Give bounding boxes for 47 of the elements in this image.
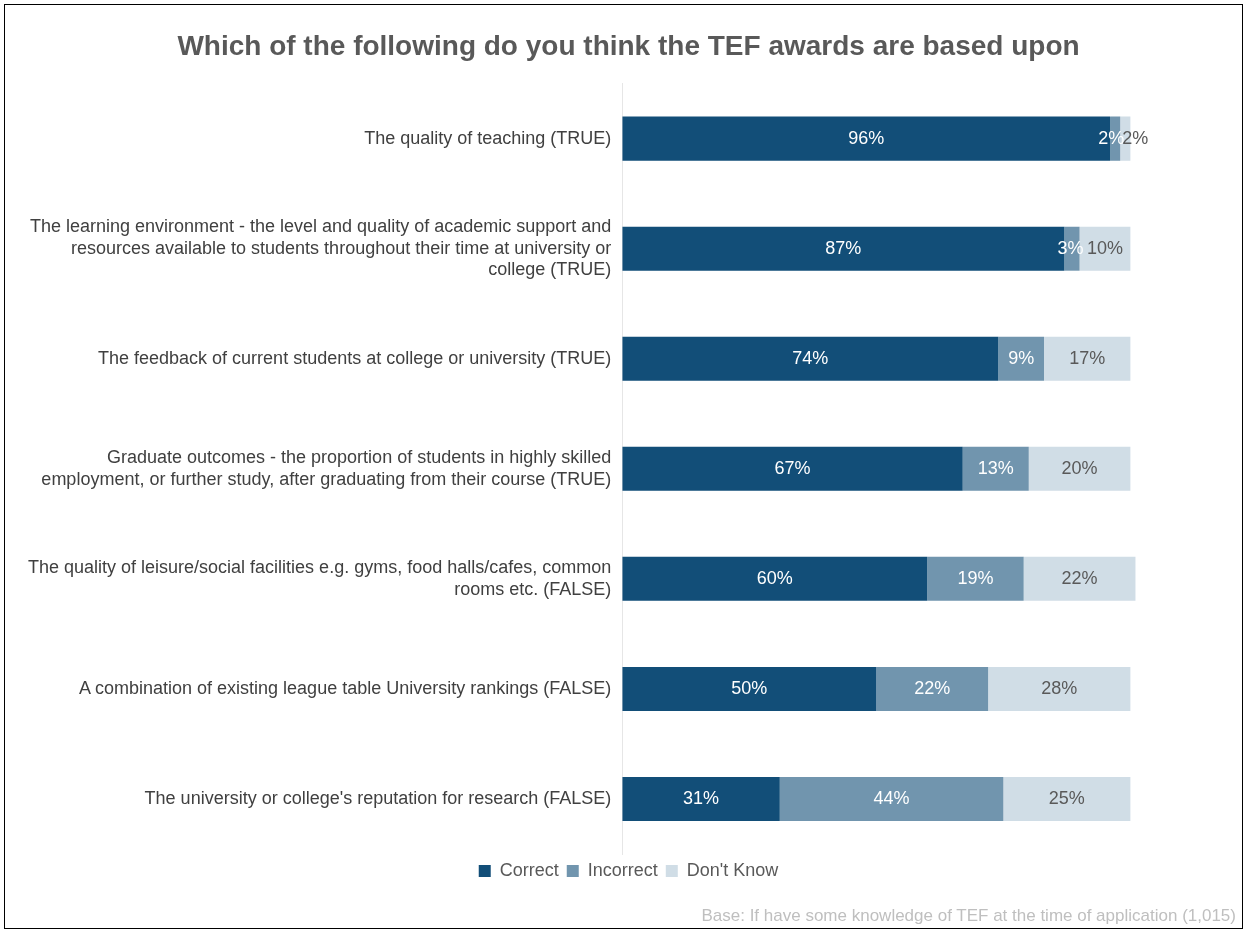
chart-title: Which of the following do you think the TEF awards are based upon <box>177 29 1080 61</box>
y-tick-label: The quality of teaching (TRUE) <box>364 127 612 148</box>
legend-label: Don't Know <box>686 859 780 880</box>
bar <box>962 446 1029 491</box>
data-label: 2% <box>1122 127 1149 148</box>
data-label: 74% <box>792 347 829 368</box>
bar <box>876 666 989 711</box>
data-label: 10% <box>1086 237 1123 258</box>
bar <box>622 446 963 491</box>
y-tick-label: The learning environment - the level and quality of academic support and resources available to students throughout their time at university or college (TRUE) <box>29 216 612 280</box>
data-label: 22% <box>914 677 951 698</box>
data-label: 20% <box>1061 457 1098 478</box>
bar <box>622 336 999 381</box>
bar <box>1028 446 1131 491</box>
y-tick-label: Graduate outcomes - the proportion of students in highly skilled employment, or further study, after graduating from their course (TRUE) <box>41 446 612 489</box>
bar <box>1044 336 1131 381</box>
data-label: 60% <box>756 567 793 588</box>
data-label: 13% <box>977 457 1014 478</box>
data-label: 96% <box>848 127 885 148</box>
bar <box>1003 776 1131 821</box>
data-label: 44% <box>873 787 910 808</box>
bar <box>927 556 1024 601</box>
bar <box>622 776 780 821</box>
data-label: 19% <box>957 567 994 588</box>
data-label: 50% <box>731 677 768 698</box>
bar <box>622 556 928 601</box>
bar <box>988 666 1131 711</box>
legend-label: Correct <box>499 859 559 880</box>
y-tick-label: The feedback of current students at college or university (TRUE) <box>98 347 612 368</box>
text: Base: If have some knowledge of TEF at the time of application (1,015) <box>701 906 1236 926</box>
data-label: 2% <box>1098 127 1125 148</box>
y-tick-label: The university or college's reputation for research (FALSE) <box>144 787 612 808</box>
data-label: 87% <box>825 237 862 258</box>
data-label: 28% <box>1041 677 1078 698</box>
data-label: 17% <box>1069 347 1106 368</box>
data-label: 9% <box>1008 347 1035 368</box>
data-label: 22% <box>1061 567 1098 588</box>
data-label: 31% <box>683 787 720 808</box>
bar <box>622 666 877 711</box>
data-label: 67% <box>774 457 811 478</box>
bar <box>779 776 1004 821</box>
bar <box>1023 556 1136 601</box>
data-label: 25% <box>1048 787 1085 808</box>
y-tick-label: A combination of existing league table University rankings (FALSE) <box>78 677 612 698</box>
y-tick-label: The quality of leisure/social facilities e.g. gyms, food halls/cafes, common rooms etc. (FALSE) <box>27 557 612 599</box>
bar <box>998 336 1044 381</box>
legend-label: Incorrect <box>587 859 658 880</box>
